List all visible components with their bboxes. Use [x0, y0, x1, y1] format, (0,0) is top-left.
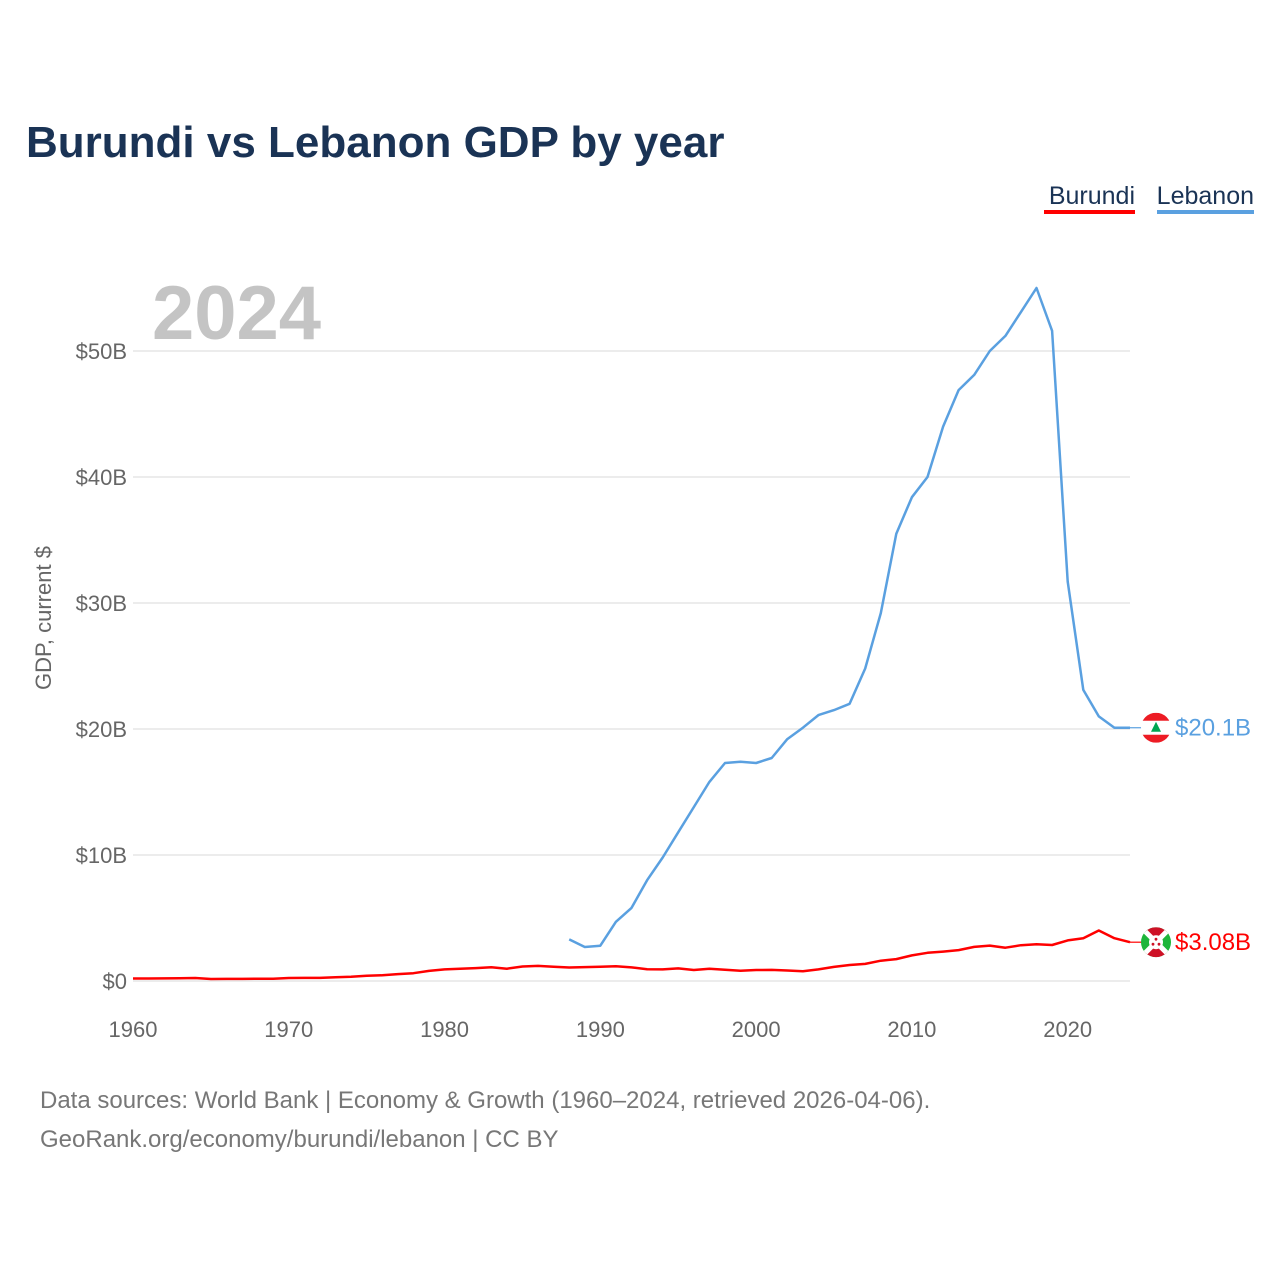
y-tick-label: $20B — [76, 717, 127, 742]
series-line-lebanon[interactable] — [568, 286, 1130, 949]
y-tick-label: $30B — [76, 591, 127, 616]
y-tick-label: $50B — [76, 339, 127, 364]
x-tick-label: 2010 — [887, 1017, 936, 1042]
series-lines — [133, 286, 1131, 981]
legend-burundi-swatch — [1044, 210, 1135, 214]
x-axis-ticks: 1960 1970 1980 1990 2000 2010 2020 — [109, 1017, 1093, 1042]
y-axis-title: GDP, current $ — [31, 546, 56, 690]
y-tick-label: $40B — [76, 465, 127, 490]
series-line-burundi[interactable] — [133, 929, 1131, 981]
x-tick-label: 1990 — [576, 1017, 625, 1042]
year-watermark: 2024 — [152, 271, 321, 356]
lebanon-flag-icon — [1141, 712, 1171, 743]
x-tick-label: 1970 — [264, 1017, 313, 1042]
legend-lebanon-label[interactable]: Lebanon — [1157, 182, 1254, 210]
y-axis-ticks: $0 $10B $20B $30B $40B $50B — [76, 339, 127, 994]
chart-title: Burundi vs Lebanon GDP by year — [26, 118, 724, 167]
burundi-flag-icon — [1141, 927, 1171, 958]
legend-lebanon-swatch — [1157, 210, 1254, 214]
source-line-2: GeoRank.org/economy/burundi/lebanon | CC… — [40, 1126, 559, 1153]
legend: Burundi Lebanon — [1044, 182, 1254, 214]
x-tick-label: 2020 — [1043, 1017, 1092, 1042]
end-labels: $3.08B $20.1B — [1130, 712, 1251, 958]
y-tick-label: $0 — [103, 969, 127, 994]
gridlines — [133, 350, 1130, 982]
end-label-lebanon: $20.1B — [1175, 715, 1251, 742]
end-label-burundi: $3.08B — [1175, 929, 1251, 956]
y-tick-label: $10B — [76, 843, 127, 868]
x-tick-label: 1960 — [109, 1017, 158, 1042]
source-line-1: Data sources: World Bank | Economy & Gro… — [40, 1087, 930, 1114]
x-tick-label: 1980 — [420, 1017, 469, 1042]
x-tick-label: 2000 — [732, 1017, 781, 1042]
legend-burundi-label[interactable]: Burundi — [1049, 182, 1135, 210]
